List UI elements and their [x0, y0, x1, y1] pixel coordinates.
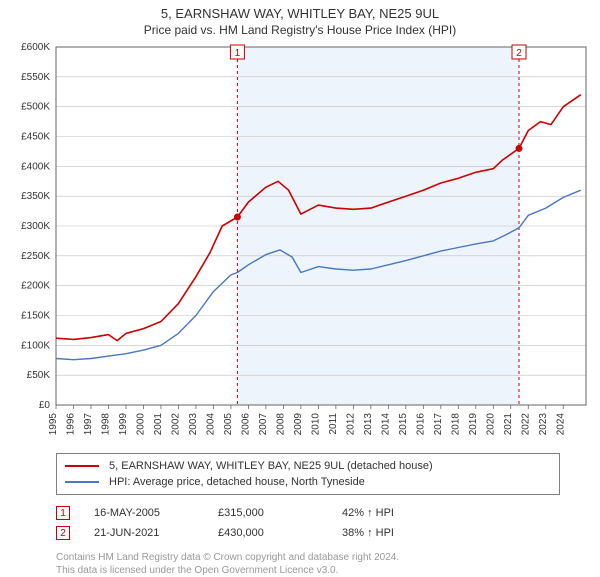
legend-swatch — [65, 481, 99, 483]
svg-text:2014: 2014 — [380, 413, 391, 436]
svg-text:2002: 2002 — [170, 413, 181, 436]
svg-text:£100K: £100K — [21, 340, 50, 351]
marker-price: £315,000 — [218, 507, 318, 519]
svg-text:£350K: £350K — [21, 191, 50, 202]
svg-text:2013: 2013 — [363, 413, 374, 436]
legend-label: HPI: Average price, detached house, Nort… — [109, 476, 365, 488]
svg-text:£400K: £400K — [21, 161, 50, 172]
svg-text:£200K: £200K — [21, 281, 50, 292]
sale-marker-row: 1 16-MAY-2005 £315,000 42% ↑ HPI — [56, 503, 560, 523]
svg-text:2001: 2001 — [153, 413, 164, 436]
marker-date: 21-JUN-2021 — [94, 527, 194, 539]
chart-area: £0 £50K £100K £150K £200K £250K £300K £350K £400… — [0, 37, 600, 447]
svg-text:2004: 2004 — [205, 413, 216, 436]
sale-marker-row: 2 21-JUN-2021 £430,000 38% ↑ HPI — [56, 523, 560, 543]
footer-line: This data is licensed under the Open Gov… — [56, 564, 560, 577]
svg-text:2000: 2000 — [135, 413, 146, 436]
svg-text:£450K: £450K — [21, 132, 50, 143]
svg-text:£50K: £50K — [27, 370, 51, 381]
chart-subtitle: Price paid vs. HM Land Registry's House … — [0, 23, 600, 37]
svg-text:1996: 1996 — [65, 413, 76, 436]
footer-attribution: Contains HM Land Registry data © Crown c… — [56, 551, 560, 577]
marker-price: £430,000 — [218, 527, 318, 539]
legend-item: 5, EARNSHAW WAY, WHITLEY BAY, NE25 9UL (… — [65, 458, 551, 474]
svg-text:2003: 2003 — [188, 413, 199, 436]
svg-text:£550K: £550K — [21, 72, 50, 83]
svg-text:2020: 2020 — [485, 413, 496, 436]
svg-text:2012: 2012 — [345, 413, 356, 436]
svg-text:2009: 2009 — [293, 413, 304, 436]
legend-box: 5, EARNSHAW WAY, WHITLEY BAY, NE25 9UL (… — [56, 453, 560, 495]
svg-text:2024: 2024 — [555, 413, 566, 436]
svg-text:£300K: £300K — [21, 221, 50, 232]
svg-text:£0: £0 — [39, 400, 51, 411]
svg-text:2023: 2023 — [538, 413, 549, 436]
marker-number-box: 2 — [56, 526, 70, 540]
legend-label: 5, EARNSHAW WAY, WHITLEY BAY, NE25 9UL (… — [109, 460, 433, 472]
svg-text:1998: 1998 — [100, 413, 111, 436]
svg-text:2007: 2007 — [258, 413, 269, 436]
marker-number-box: 1 — [56, 506, 70, 520]
svg-text:£600K: £600K — [21, 42, 50, 53]
svg-text:1: 1 — [235, 48, 241, 59]
svg-text:2021: 2021 — [503, 413, 514, 436]
svg-text:2008: 2008 — [275, 413, 286, 436]
svg-text:£500K: £500K — [21, 102, 50, 113]
svg-text:2: 2 — [516, 48, 522, 59]
chart-titles: 5, EARNSHAW WAY, WHITLEY BAY, NE25 9UL P… — [0, 0, 600, 37]
svg-text:£250K: £250K — [21, 251, 50, 262]
svg-text:2017: 2017 — [433, 413, 444, 436]
svg-text:1995: 1995 — [48, 413, 59, 436]
legend-swatch — [65, 465, 99, 467]
footer-line: Contains HM Land Registry data © Crown c… — [56, 551, 560, 564]
svg-text:2006: 2006 — [240, 413, 251, 436]
chart-title: 5, EARNSHAW WAY, WHITLEY BAY, NE25 9UL — [0, 6, 600, 21]
sale-markers-table: 1 16-MAY-2005 £315,000 42% ↑ HPI 2 21-JU… — [56, 503, 560, 543]
svg-text:1997: 1997 — [83, 413, 94, 436]
marker-date: 16-MAY-2005 — [94, 507, 194, 519]
marker-delta: 38% ↑ HPI — [342, 527, 442, 539]
svg-text:2005: 2005 — [223, 413, 234, 436]
svg-text:2010: 2010 — [310, 413, 321, 436]
svg-text:2018: 2018 — [450, 413, 461, 436]
svg-text:2022: 2022 — [520, 413, 531, 436]
svg-text:2019: 2019 — [468, 413, 479, 436]
svg-text:2016: 2016 — [415, 413, 426, 436]
line-chart-svg: £0 £50K £100K £150K £200K £250K £300K £350K £400… — [0, 37, 600, 447]
marker-delta: 42% ↑ HPI — [342, 507, 442, 519]
legend-item: HPI: Average price, detached house, Nort… — [65, 474, 551, 490]
svg-text:1999: 1999 — [118, 413, 129, 436]
svg-text:2015: 2015 — [398, 413, 409, 436]
svg-text:2011: 2011 — [328, 413, 339, 435]
svg-text:£150K: £150K — [21, 311, 50, 322]
